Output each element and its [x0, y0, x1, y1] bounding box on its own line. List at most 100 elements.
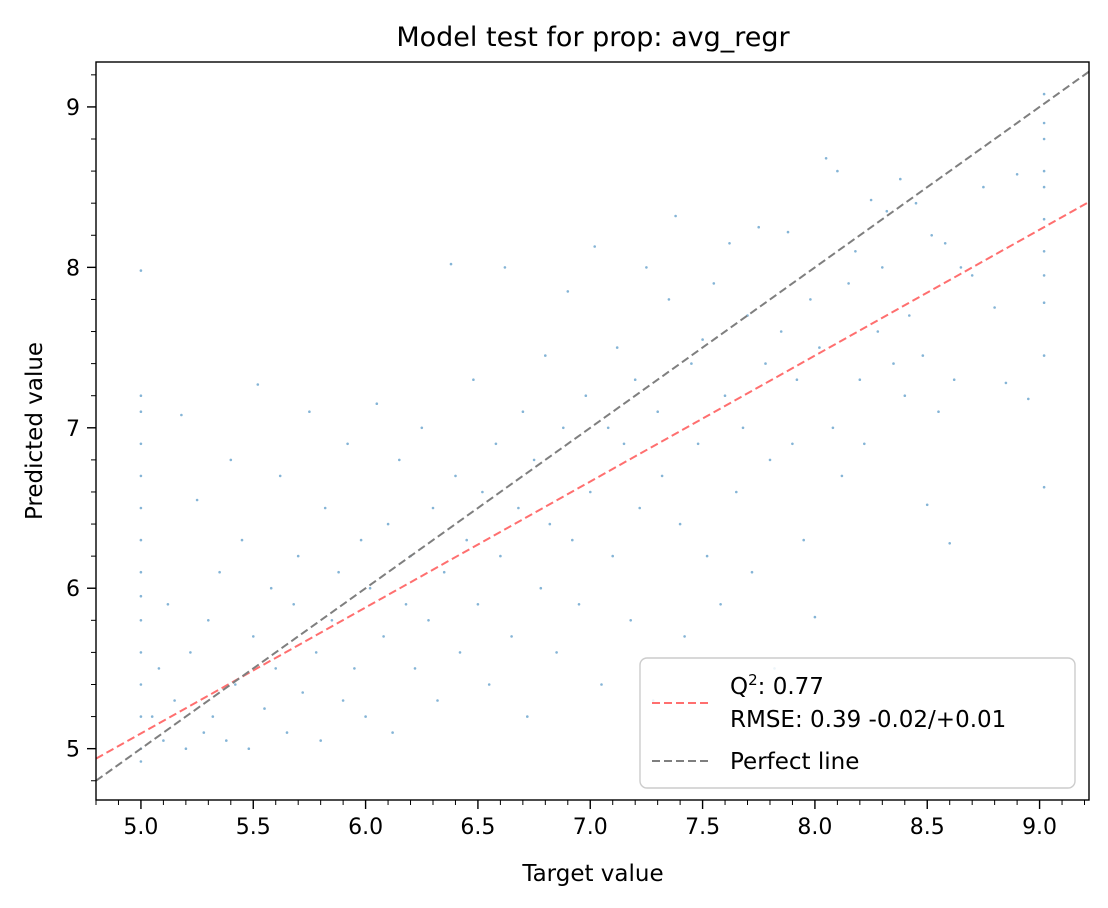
x-tick-label: 6.5: [460, 815, 495, 840]
data-point: [431, 506, 435, 510]
data-point: [166, 603, 170, 606]
data-point: [1042, 169, 1046, 173]
data-point: [296, 554, 300, 558]
y-tick-label: 7: [66, 417, 80, 442]
data-point: [818, 346, 821, 349]
legend-box: [639, 657, 1076, 789]
data-point: [278, 474, 282, 478]
data-point: [195, 498, 199, 502]
data-point: [854, 250, 857, 253]
data-point: [139, 619, 143, 622]
data-point: [701, 338, 704, 341]
data-point: [404, 603, 408, 606]
data-point: [768, 458, 772, 462]
data-point: [218, 570, 221, 574]
data-point: [1015, 173, 1019, 176]
data-point: [1042, 185, 1046, 189]
data-point: [908, 314, 911, 317]
data-point: [863, 442, 866, 446]
data-point: [364, 715, 367, 718]
data-point: [285, 731, 289, 734]
x-tick-label: 8.5: [910, 815, 945, 840]
data-point: [465, 538, 469, 542]
data-point: [256, 383, 260, 386]
data-point: [982, 185, 985, 189]
x-axis-label: Target value: [521, 861, 663, 887]
data-point: [678, 522, 682, 526]
data-point: [517, 506, 520, 510]
data-point: [494, 442, 498, 446]
data-point: [622, 442, 626, 446]
data-point: [207, 619, 210, 622]
data-point: [584, 394, 588, 398]
data-point: [611, 554, 614, 558]
x-tick-label: 5.5: [236, 815, 271, 840]
y-axis-label: Predicted value: [22, 342, 48, 520]
data-point: [779, 330, 783, 333]
data-point: [633, 378, 637, 382]
data-point: [993, 306, 996, 309]
data-point: [139, 410, 143, 414]
data-point: [1027, 397, 1030, 401]
y-tick-label: 9: [66, 96, 80, 121]
data-point: [728, 242, 731, 245]
data-point: [413, 667, 417, 670]
data-point: [735, 490, 738, 494]
data-point: [930, 234, 933, 237]
data-point: [606, 426, 610, 430]
data-point: [809, 298, 812, 301]
data-point: [589, 490, 592, 494]
x-tick-label: 7.5: [685, 815, 720, 840]
legend-q2-sup: 2: [748, 671, 758, 689]
data-point: [139, 715, 143, 718]
data-point: [346, 442, 349, 446]
data-point: [225, 739, 228, 742]
data-point: [359, 538, 363, 542]
data-point: [562, 426, 565, 430]
data-point: [741, 426, 745, 430]
legend-perfect-line-label: Perfect line: [730, 749, 859, 775]
data-point: [705, 554, 709, 558]
data-point: [481, 490, 484, 494]
plot-area: [95, 61, 1090, 801]
data-point: [1042, 121, 1046, 125]
data-point: [696, 442, 700, 446]
x-axis: 5.0 5.5 6.0 6.5 7.0 7.5 8.0 8.5 9.0: [95, 800, 1086, 840]
data-point: [881, 266, 884, 269]
data-point: [566, 290, 570, 293]
data-point: [544, 354, 547, 357]
data-point: [836, 169, 839, 173]
x-tick-label: 5.0: [123, 815, 158, 840]
data-point: [885, 209, 889, 213]
legend-q2-value: : 0.77: [758, 674, 824, 700]
data-point: [139, 538, 143, 542]
y-axis: 5 6 7 8 9: [66, 74, 96, 782]
legend-rmse-text: RMSE: 0.39 -0.02/+0.01: [730, 707, 1006, 733]
data-point: [472, 378, 475, 382]
lines-layer: [96, 70, 1089, 782]
data-point: [786, 230, 790, 234]
data-point: [368, 586, 372, 590]
data-point: [645, 266, 648, 269]
data-point: [615, 346, 619, 349]
data-point: [593, 245, 596, 248]
data-point: [674, 214, 677, 218]
data-point: [274, 667, 278, 670]
data-point: [555, 651, 558, 654]
data-point: [337, 570, 340, 574]
data-point: [454, 474, 457, 478]
data-point: [571, 538, 574, 542]
data-point: [184, 747, 188, 750]
data-point: [180, 413, 183, 417]
legend: Q2: 0.77 RMSE: 0.39 -0.02/+0.01 Perfect …: [639, 657, 1076, 789]
data-point: [157, 667, 161, 670]
data-point: [791, 442, 794, 446]
data-point: [903, 394, 907, 398]
data-point: [876, 330, 880, 333]
data-point: [139, 474, 143, 478]
data-point: [892, 362, 895, 365]
data-point: [139, 760, 143, 763]
data-point: [229, 458, 233, 462]
data-point: [162, 739, 165, 742]
data-point: [341, 699, 345, 702]
